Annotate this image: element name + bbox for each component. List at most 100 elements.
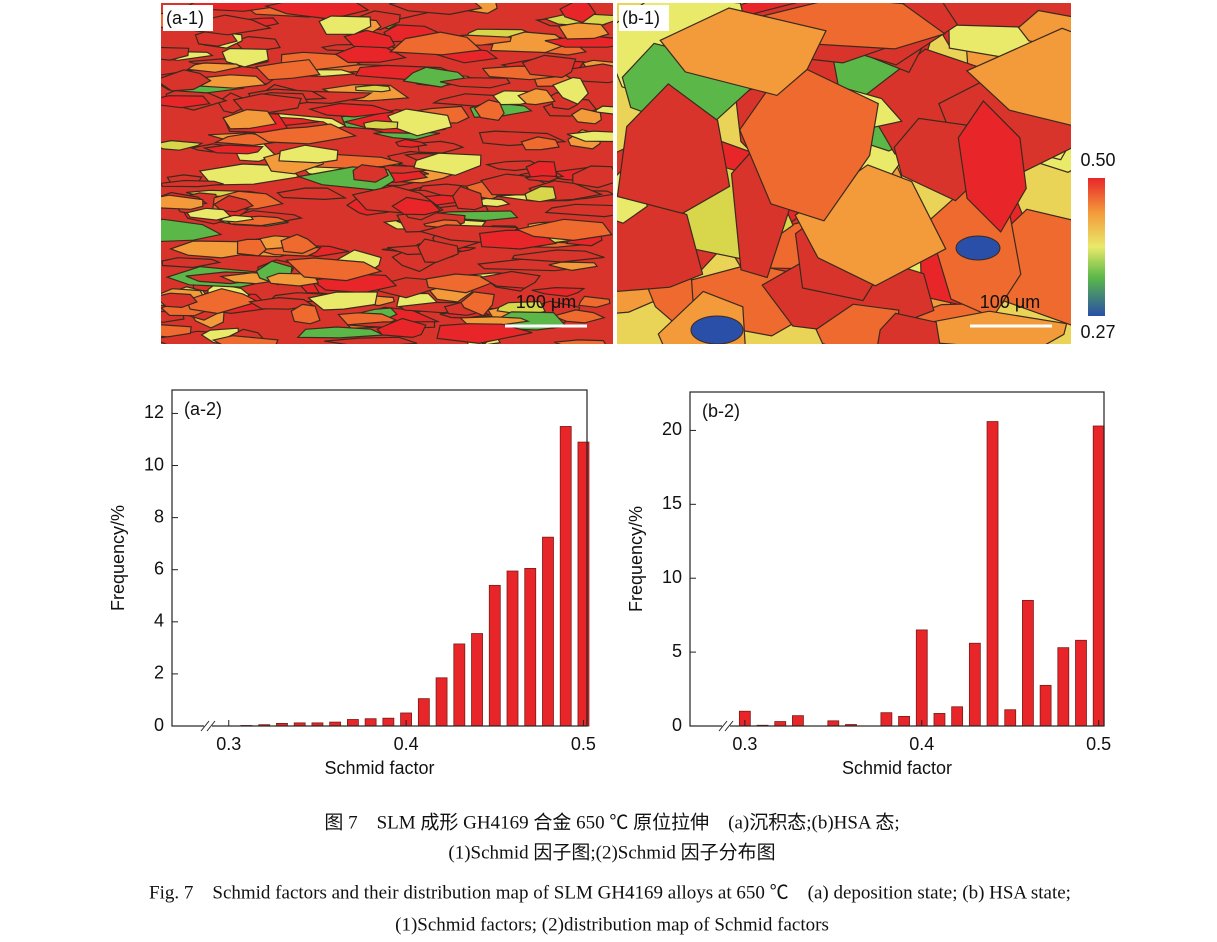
y-tick-label: 0	[154, 715, 164, 735]
x-axis-label: Schmid factor	[324, 758, 434, 778]
bar	[542, 536, 554, 727]
caption-en: Fig. 7 Schmid factors and their distribu…	[149, 882, 1071, 903]
grain	[473, 99, 505, 121]
y-tick-label: 5	[672, 641, 682, 661]
grain	[413, 152, 482, 176]
x-tick-label: 0.4	[909, 734, 934, 754]
bar	[506, 570, 519, 727]
x-tick-label: 0.3	[732, 734, 757, 754]
bar	[1092, 425, 1105, 727]
grain	[161, 324, 192, 338]
grain	[362, 120, 399, 130]
x-tick-label: 0.5	[571, 734, 596, 754]
grain	[222, 108, 277, 130]
grain	[559, 3, 597, 24]
grain	[595, 105, 613, 115]
grain	[452, 185, 484, 211]
grain	[570, 107, 602, 125]
grain	[690, 315, 744, 344]
grain	[578, 295, 611, 308]
y-tick-label: 0	[672, 715, 682, 735]
bar	[524, 568, 537, 727]
grain	[280, 233, 319, 255]
grain	[524, 175, 559, 183]
grain	[557, 22, 610, 40]
grain	[955, 235, 1001, 261]
grain	[161, 46, 190, 61]
bar	[968, 642, 981, 727]
y-tick-label: 2	[154, 663, 164, 683]
grain	[531, 286, 586, 298]
ebsd-map	[161, 3, 613, 344]
grain	[186, 207, 232, 221]
colorbar	[1088, 178, 1105, 316]
grain	[965, 27, 1071, 126]
grain	[290, 303, 321, 325]
grain	[515, 218, 613, 242]
bar	[488, 584, 501, 727]
bar	[898, 715, 910, 727]
grain	[213, 195, 255, 213]
bar	[1004, 709, 1017, 727]
scale-bar-label: 100 μm	[980, 292, 1040, 312]
grain	[161, 257, 222, 269]
bar	[933, 713, 946, 727]
grain	[479, 270, 541, 289]
label-box	[619, 5, 669, 31]
y-tick-label: 10	[144, 454, 164, 474]
grain	[659, 7, 827, 97]
panel-label: (a-2)	[184, 399, 222, 419]
bar	[417, 698, 430, 727]
y-axis-label: Frequency/%	[108, 505, 128, 611]
grain	[334, 45, 408, 64]
grain	[521, 54, 577, 79]
grain	[815, 303, 900, 344]
bar	[774, 721, 787, 727]
grain	[554, 339, 607, 344]
grain	[185, 62, 242, 73]
bar	[986, 421, 999, 727]
grain	[278, 144, 339, 164]
grain	[739, 59, 879, 222]
bar	[915, 629, 928, 727]
grain	[296, 326, 386, 339]
grain	[161, 218, 223, 243]
axis-break-gap	[722, 723, 730, 729]
bar	[1039, 684, 1052, 727]
panel-label: (b-1)	[622, 8, 660, 28]
grain	[276, 187, 348, 201]
grain	[548, 261, 599, 272]
grain	[436, 323, 533, 344]
bar	[435, 677, 448, 727]
caption-cn: 图 7 SLM 成形 GH4169 合金 650 ℃ 原位拉伸 (a)沉积态;(…	[324, 811, 899, 833]
grain	[285, 257, 383, 282]
ebsd-map	[617, 3, 1071, 344]
grain	[307, 102, 394, 118]
bar	[1075, 639, 1087, 727]
y-tick-label: 15	[662, 493, 682, 513]
grain	[161, 194, 204, 210]
grain	[318, 15, 372, 35]
bar	[827, 720, 840, 727]
grain	[254, 59, 321, 81]
grain	[511, 249, 605, 263]
grain	[439, 77, 511, 89]
bar	[471, 633, 483, 727]
grain	[566, 130, 613, 143]
bar	[1022, 599, 1034, 727]
grain	[307, 291, 379, 311]
grain	[552, 76, 590, 105]
grain	[417, 238, 459, 264]
grain	[386, 108, 453, 137]
grain	[388, 31, 483, 56]
grain	[520, 136, 560, 151]
plot-frame	[689, 391, 1105, 727]
bar	[951, 706, 964, 727]
grain	[202, 144, 264, 155]
grain	[957, 100, 1027, 233]
bar	[792, 715, 804, 727]
y-tick-label: 12	[144, 402, 164, 422]
label-box	[163, 5, 213, 31]
grain	[221, 47, 270, 68]
colorbar-max: 0.50	[1080, 150, 1115, 170]
